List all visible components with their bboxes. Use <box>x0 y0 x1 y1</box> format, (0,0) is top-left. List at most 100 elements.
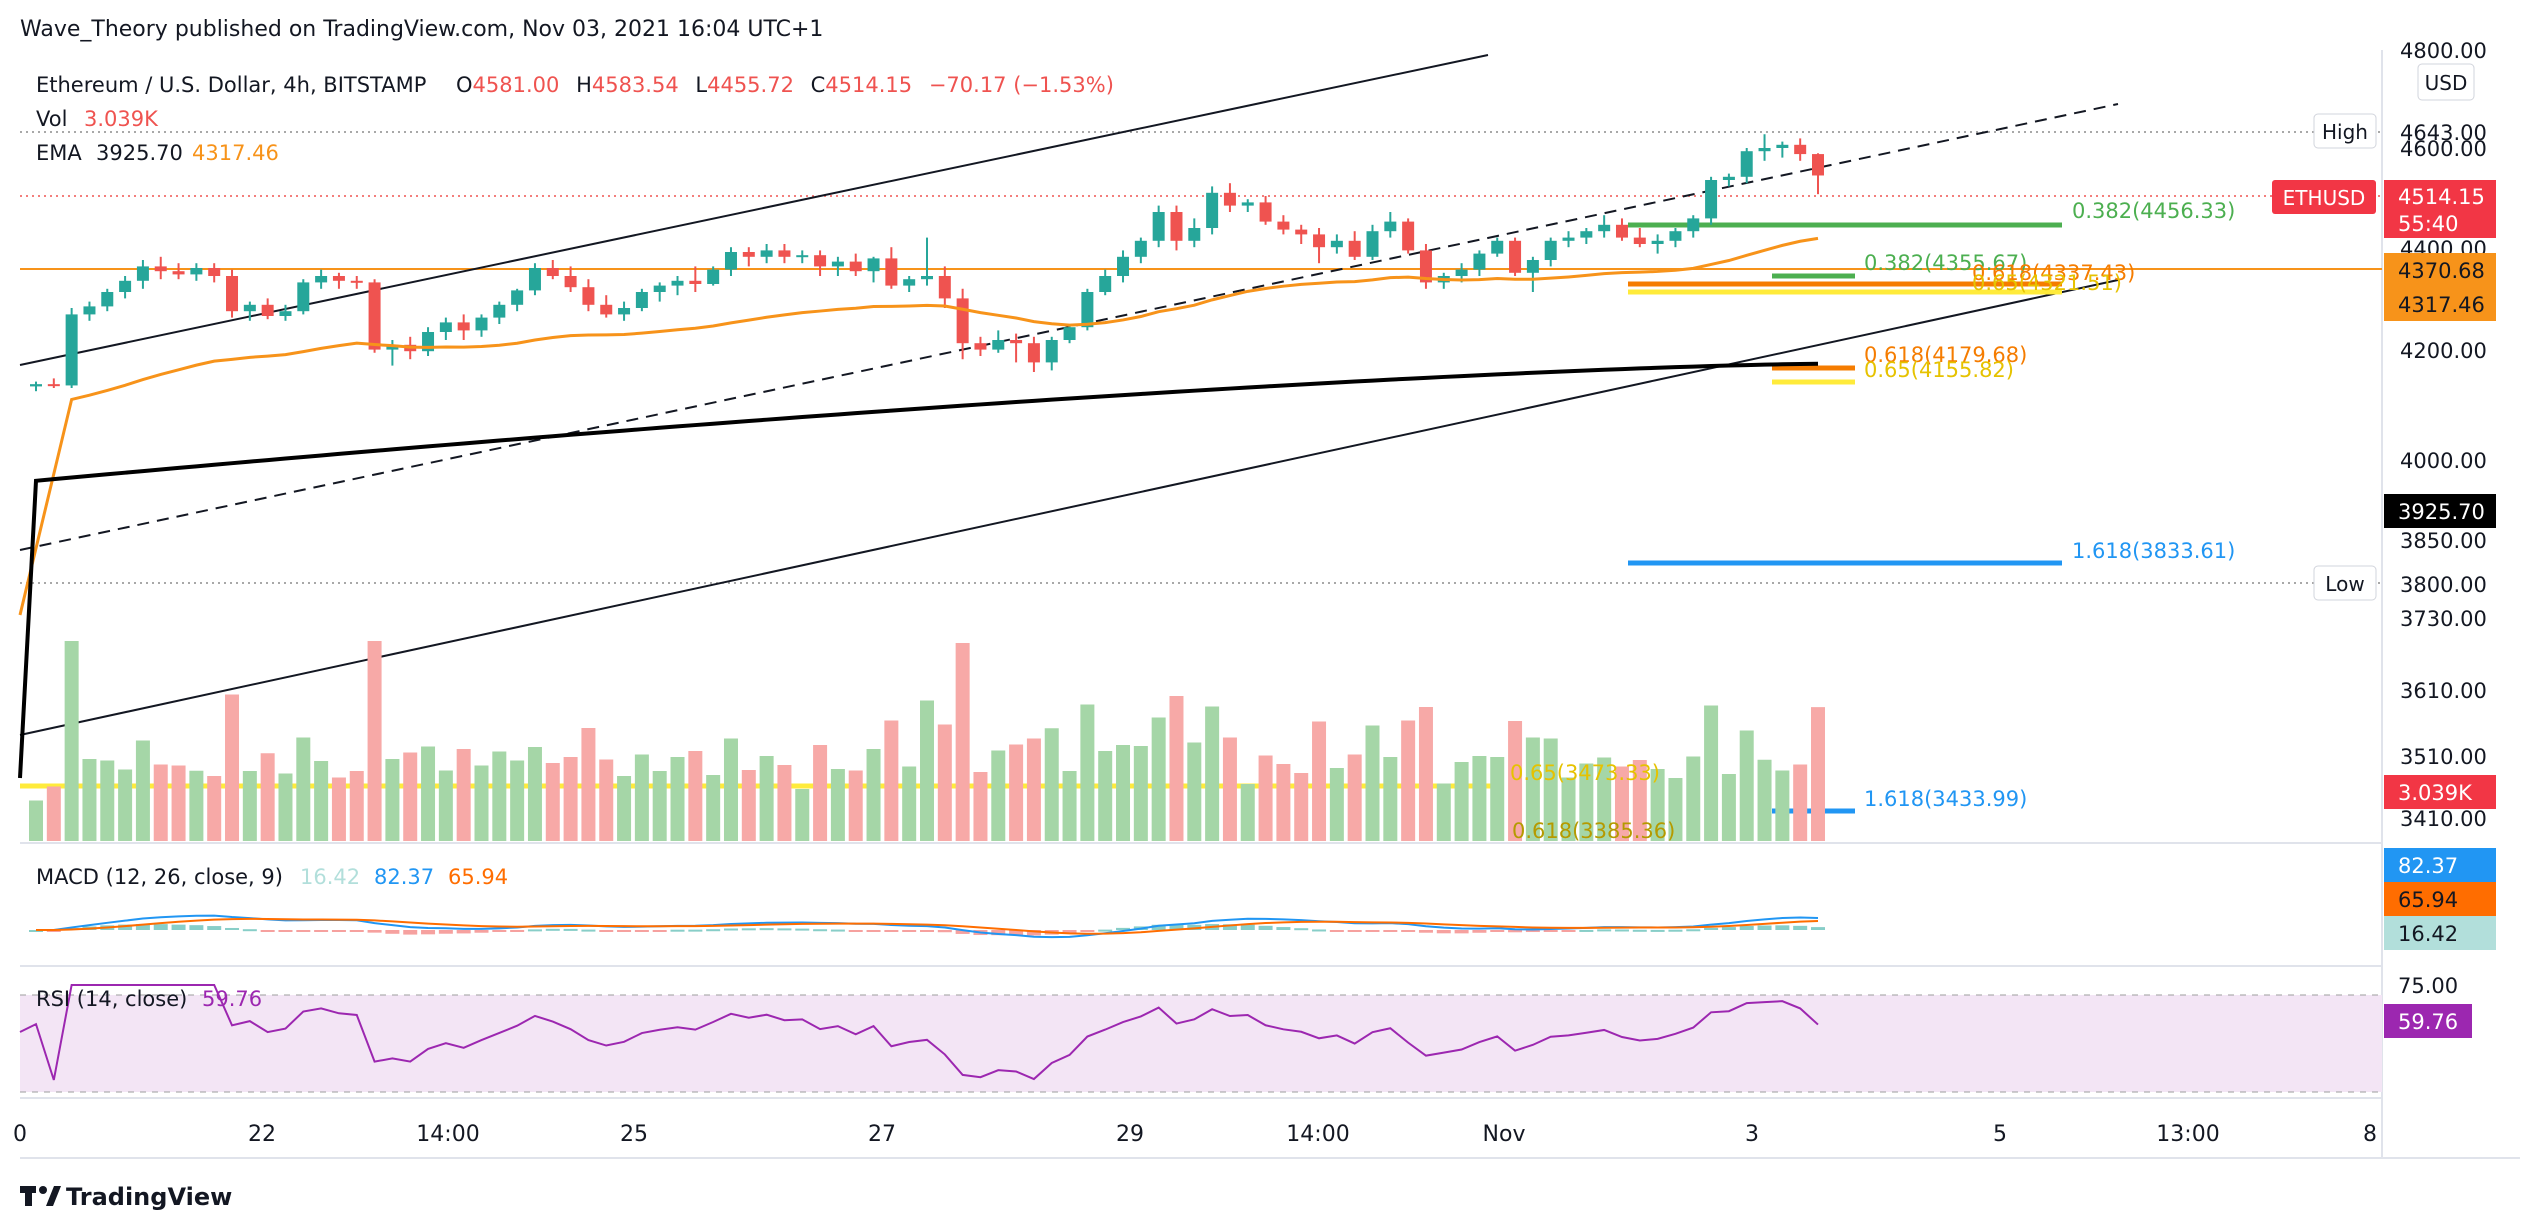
macd-hist-bar <box>314 930 329 932</box>
candle-body <box>1330 240 1343 248</box>
tag-3925-value: 3925.70 <box>2398 500 2485 524</box>
candle <box>1740 148 1753 184</box>
macd-hist-bar <box>1721 927 1736 930</box>
volume-bar <box>1365 725 1380 841</box>
time-tick: 13:00 <box>2156 1122 2219 1147</box>
fib-label-10: 1.618(3433.99) <box>1864 787 2027 811</box>
candle-body <box>849 261 862 272</box>
macd-hist-bar <box>1614 929 1629 932</box>
tag-4370-value: 4370.68 <box>2398 259 2485 283</box>
macd-hist-bar <box>492 930 507 932</box>
candle-body <box>992 340 1005 350</box>
volume-bar <box>492 751 507 841</box>
macd-hist-bar <box>1793 925 1808 930</box>
low-tag <box>2313 565 2377 601</box>
candle <box>1509 237 1522 276</box>
price-axis[interactable]: 4800.004600.004400.004200.004000.003850.… <box>2400 39 2487 831</box>
volume-bar <box>171 765 186 841</box>
tradingview-logo-icon <box>20 1186 61 1206</box>
volume-bar <box>260 753 275 841</box>
volume-bar <box>278 773 293 841</box>
tag-volume <box>2384 775 2496 809</box>
candle-body <box>119 280 132 292</box>
candle-body <box>956 298 969 344</box>
macd-hist-bar <box>207 926 222 930</box>
candle <box>885 247 898 289</box>
candle <box>1170 205 1183 251</box>
macd-hist-bar <box>1116 927 1131 930</box>
candle <box>1669 228 1682 248</box>
candle-body <box>1081 292 1094 328</box>
volume-bar <box>135 740 150 841</box>
candle-body <box>1027 343 1040 363</box>
candle <box>564 266 577 292</box>
volume-bar <box>1098 751 1113 841</box>
currency-label: USD <box>2425 71 2468 95</box>
candle-body <box>885 258 898 286</box>
candle-body <box>315 276 328 283</box>
rsi-band <box>20 995 2382 1092</box>
macd-hist-bar <box>652 930 667 932</box>
tag-4317 <box>2384 287 2496 321</box>
candle <box>190 263 203 281</box>
candle <box>493 301 506 324</box>
volume-bar <box>474 765 489 841</box>
candle-body <box>226 276 239 312</box>
candle <box>1491 237 1504 257</box>
candle <box>243 301 256 321</box>
volume-bar <box>527 747 542 841</box>
macd-hist-bar <box>1597 929 1612 932</box>
candle <box>1526 256 1539 292</box>
fib-label-7: 1.618(3833.61) <box>2072 539 2235 563</box>
candle <box>1812 153 1824 195</box>
candle <box>528 263 541 296</box>
candle <box>903 276 916 292</box>
candle-body <box>1687 218 1700 232</box>
volume-bar <box>64 641 79 841</box>
candle-body <box>1313 234 1326 248</box>
candle-body <box>814 255 827 267</box>
volume-bar <box>723 738 738 841</box>
channel-lower-line <box>19 279 2119 736</box>
candle-body <box>190 268 203 275</box>
volume-bar <box>1614 766 1629 841</box>
candle-body <box>1259 202 1272 222</box>
price-tick: 3510.00 <box>2400 745 2487 769</box>
candle <box>1277 215 1290 235</box>
macd-hist-bar <box>135 923 150 930</box>
high-label: H <box>576 73 592 97</box>
volume-bar <box>403 752 418 841</box>
volume-bar <box>1169 696 1184 841</box>
macd-hist-bar <box>848 930 863 932</box>
macd-hist-bar <box>830 929 845 932</box>
volume-bar <box>670 757 685 841</box>
macd-hist-bar <box>1026 930 1041 936</box>
candle <box>1562 231 1575 248</box>
candle <box>1687 215 1700 238</box>
volume-bar <box>1650 769 1665 841</box>
candle-body <box>653 285 666 292</box>
time-axis[interactable]: 0 22 14:00 25 27 29 14:00 Nov 3 5 13:00 8 <box>13 1122 2377 1147</box>
macd-hist-bar <box>1632 929 1647 932</box>
volume-bar <box>1187 742 1202 841</box>
volume-bar <box>581 728 596 841</box>
volume-bar <box>1240 784 1255 841</box>
macd-hist-bar <box>1062 930 1077 934</box>
candle <box>422 327 435 356</box>
macd-hist-bar <box>1240 924 1255 930</box>
macd-hist-bar <box>866 930 881 932</box>
candle-body <box>386 344 399 350</box>
currency-badge[interactable] <box>2417 63 2475 101</box>
macd-hist-bar <box>1222 924 1237 930</box>
volume-bar <box>456 749 471 841</box>
volume-bar <box>225 694 240 841</box>
candle-body <box>564 276 577 288</box>
macd-hist-bar <box>296 930 311 932</box>
candle-body <box>1740 151 1753 177</box>
candle-body <box>47 384 60 387</box>
candle <box>208 263 221 283</box>
volume-bar <box>1508 721 1523 841</box>
candle-body <box>1366 231 1379 257</box>
macd-hist-bar <box>759 928 774 931</box>
